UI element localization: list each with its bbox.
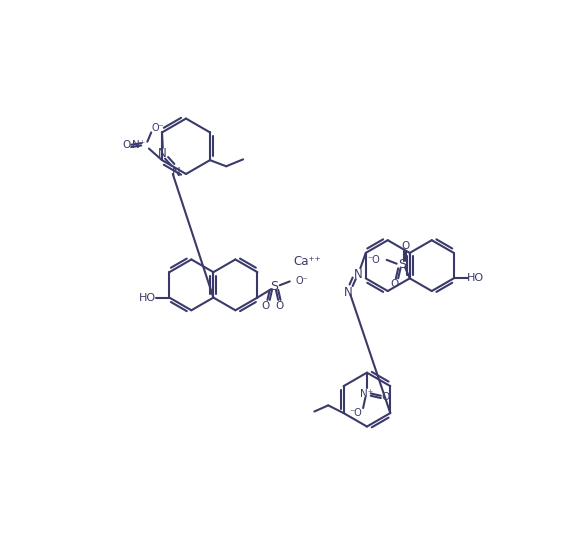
- Text: N⁺: N⁺: [360, 389, 373, 399]
- Text: N: N: [344, 286, 353, 300]
- Text: ⁻O: ⁻O: [368, 255, 380, 265]
- Text: HO: HO: [139, 292, 157, 302]
- Text: O⁻: O⁻: [152, 123, 165, 133]
- Text: O: O: [390, 280, 398, 290]
- Text: O: O: [262, 301, 270, 311]
- Text: O: O: [381, 392, 389, 402]
- Text: ⁻O: ⁻O: [350, 408, 362, 418]
- Text: N: N: [354, 268, 362, 281]
- Text: N: N: [158, 147, 166, 161]
- Text: HO: HO: [467, 273, 484, 283]
- Text: N: N: [171, 166, 180, 179]
- Text: O: O: [123, 141, 131, 151]
- Text: N⁺: N⁺: [132, 140, 145, 150]
- Text: S: S: [270, 280, 279, 292]
- Text: S: S: [398, 258, 406, 271]
- Text: Ca⁺⁺: Ca⁺⁺: [293, 255, 321, 268]
- Text: O: O: [276, 301, 284, 311]
- Text: O⁻: O⁻: [296, 276, 308, 286]
- Text: O: O: [401, 241, 409, 251]
